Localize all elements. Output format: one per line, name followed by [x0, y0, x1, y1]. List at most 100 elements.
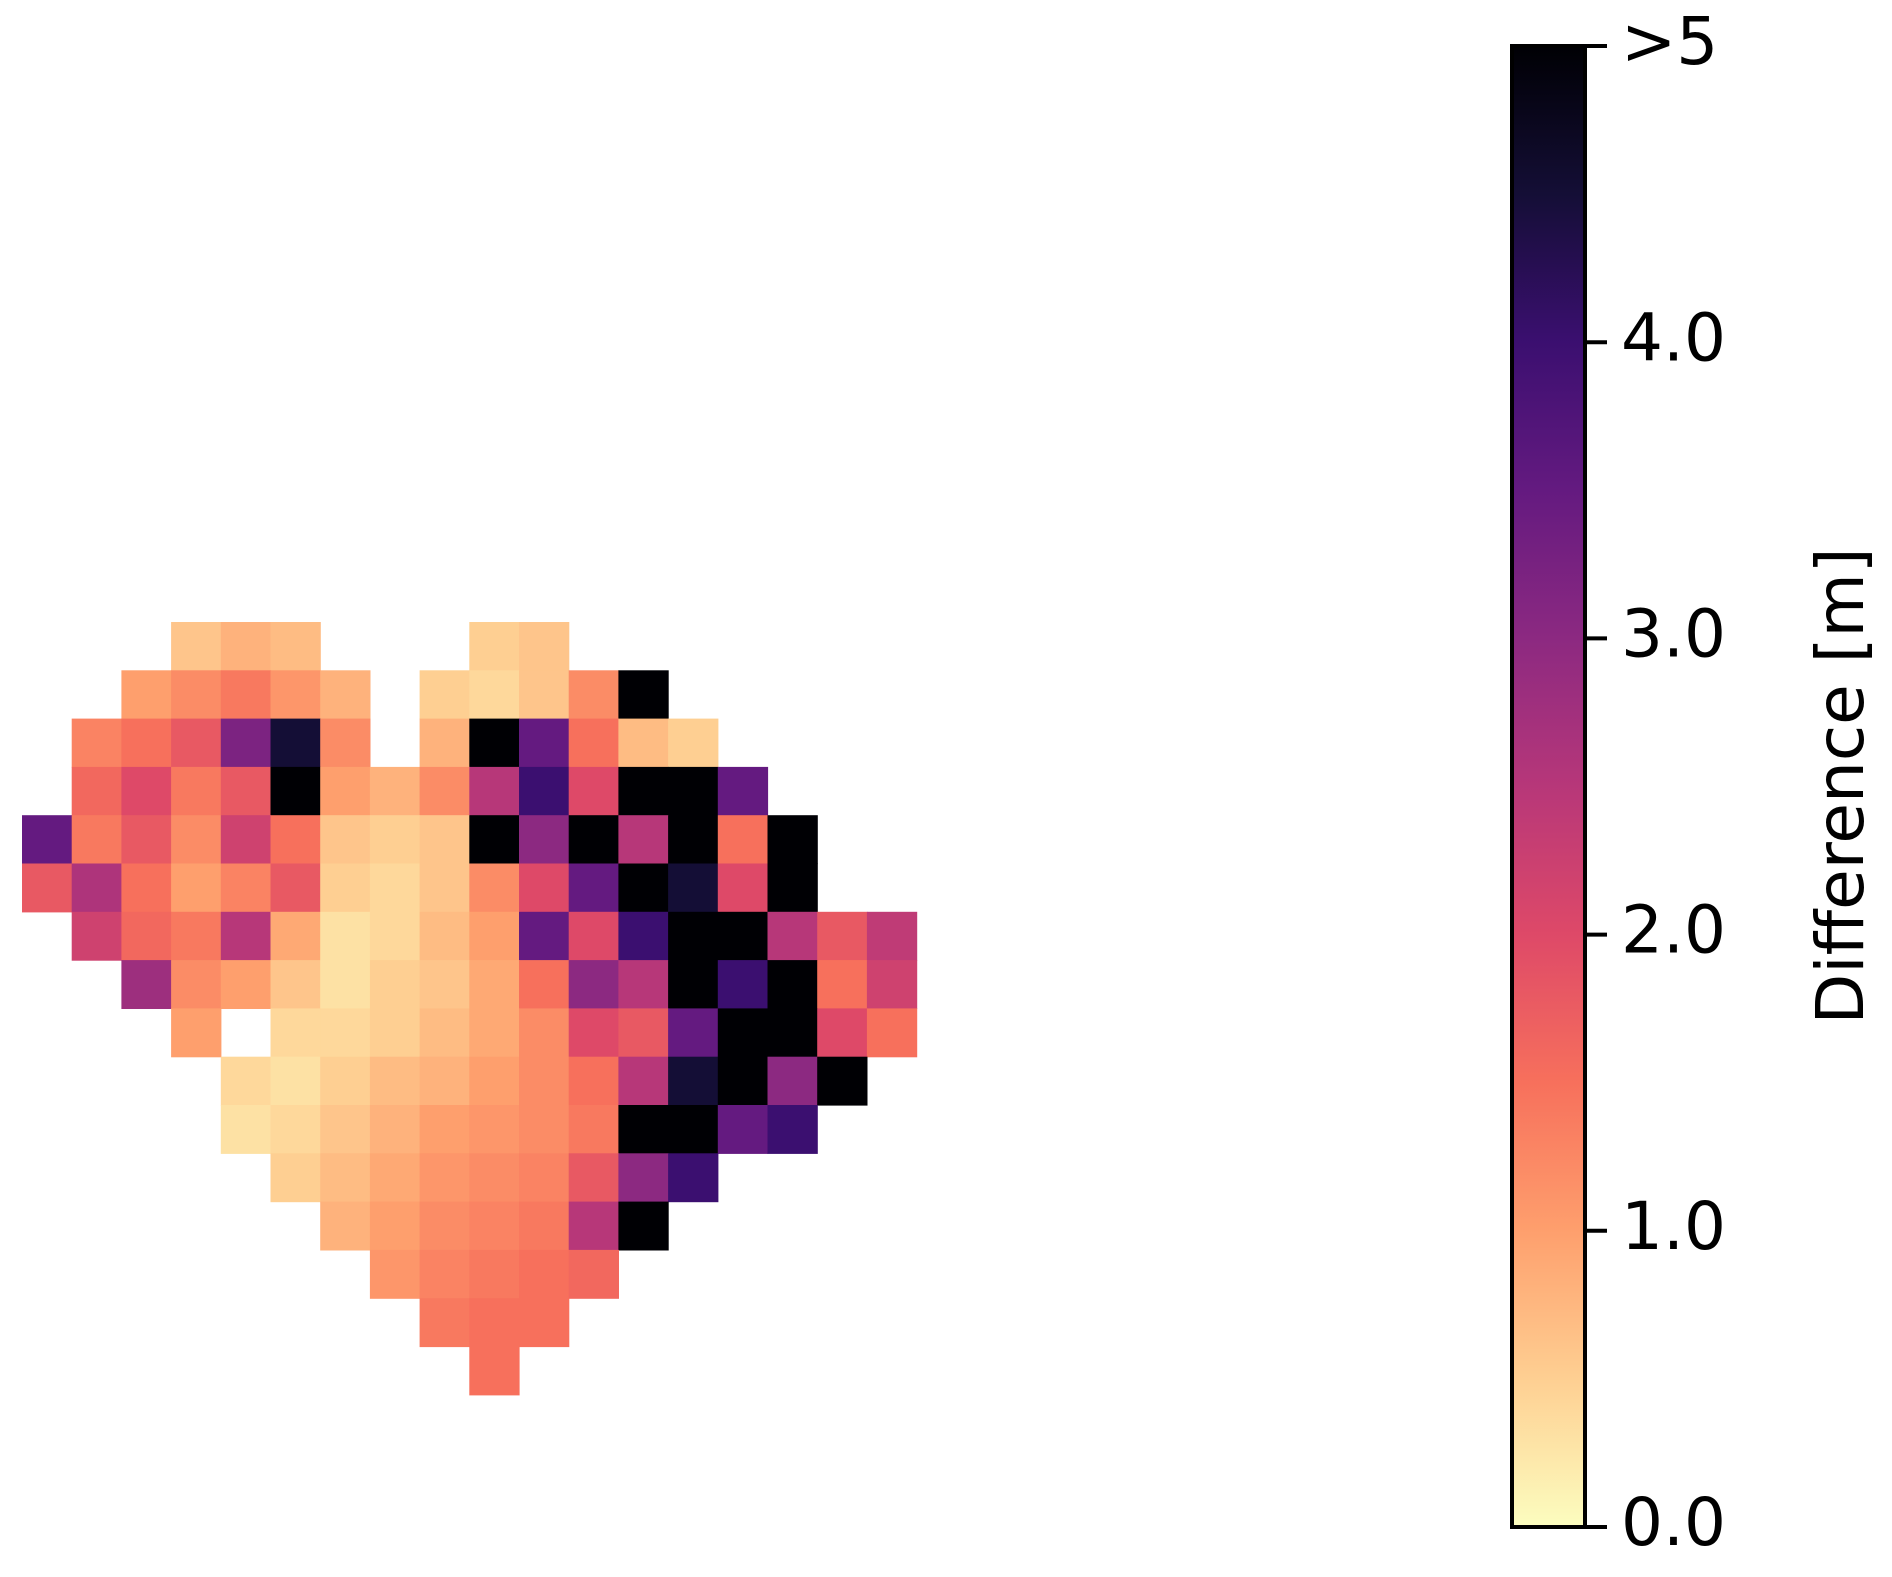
- heatmap-cell: [717, 1105, 769, 1154]
- heatmap-cell: [220, 622, 272, 671]
- heatmap-cell: [469, 1056, 520, 1106]
- heatmap-cell: [320, 766, 371, 816]
- heatmap-cell: [419, 1201, 470, 1251]
- heatmap-cell: [419, 1105, 470, 1154]
- heatmap-cell: [419, 1298, 470, 1348]
- heatmap-cell: [668, 766, 719, 816]
- heatmap-cell: [270, 1105, 321, 1154]
- heatmap-cell: [519, 1056, 570, 1106]
- heatmap-cell: [568, 670, 619, 720]
- heatmap-cell: [469, 670, 520, 720]
- heatmap-cell: [419, 815, 470, 865]
- heatmap-cell: [717, 960, 769, 1009]
- heatmap-cell: [419, 1008, 470, 1058]
- colorbar: [1510, 44, 1587, 1529]
- heatmap-cell: [270, 1153, 321, 1203]
- heatmap-cell: [369, 863, 421, 913]
- heatmap-cell: [419, 911, 470, 961]
- heatmap-cell: [71, 766, 122, 816]
- colorbar-tick-label: 0.0: [1621, 1484, 1726, 1561]
- heatmap-cell: [419, 670, 470, 720]
- heatmap-cell: [618, 718, 669, 768]
- heatmap-cell: [171, 815, 222, 865]
- heatmap-cell: [668, 863, 719, 913]
- heatmap-cell: [220, 863, 272, 913]
- heatmap-cell: [767, 1105, 818, 1154]
- heatmap-cell: [121, 911, 172, 961]
- heatmap-cell: [618, 911, 669, 961]
- heatmap-cell: [171, 1008, 222, 1058]
- heatmap-cell: [519, 766, 570, 816]
- heatmap-cell: [270, 718, 321, 768]
- heatmap-cell: [270, 815, 321, 865]
- colorbar-tick-label: 2.0: [1621, 892, 1726, 969]
- heatmap-cell: [568, 766, 619, 816]
- heatmap-cell: [369, 1008, 421, 1058]
- heatmap-cell: [469, 960, 520, 1009]
- heatmap-cell: [469, 911, 520, 961]
- heatmap-cell: [71, 718, 122, 768]
- heatmap-cell: [568, 863, 619, 913]
- heatmap-cell: [618, 1201, 669, 1251]
- heatmap-cell: [519, 911, 570, 961]
- heatmap-cell: [171, 863, 222, 913]
- heatmap-cell: [717, 1008, 769, 1058]
- heatmap-cell: [320, 960, 371, 1009]
- heatmap-cell: [568, 1105, 619, 1154]
- heatmap-cell: [270, 911, 321, 961]
- colorbar-tick-label: 3.0: [1621, 595, 1726, 672]
- heatmap-cell: [220, 766, 272, 816]
- heatmap-cell: [618, 1056, 669, 1106]
- heatmap-cell: [171, 911, 222, 961]
- heatmap-cell: [220, 670, 272, 720]
- heatmap-cell: [668, 960, 719, 1009]
- colorbar-tick-label: >5: [1621, 3, 1718, 80]
- heatmap-cell: [270, 863, 321, 913]
- heatmap-cell: [618, 1105, 669, 1154]
- heatmap-cell: [866, 911, 918, 961]
- heatmap-cell: [270, 1008, 321, 1058]
- heatmap-cell: [519, 1298, 570, 1348]
- heatmap-cell: [270, 1056, 321, 1106]
- heatmap-cell: [469, 1105, 520, 1154]
- heatmap-cell: [469, 1346, 520, 1396]
- heatmap-cell: [419, 1056, 470, 1106]
- heatmap-cell: [618, 863, 669, 913]
- heatmap-cell: [668, 1153, 719, 1203]
- heatmap-cell: [668, 1008, 719, 1058]
- heatmap-cell: [320, 1056, 371, 1106]
- heatmap-cell: [320, 863, 371, 913]
- heatmap-cell: [71, 911, 122, 961]
- heatmap-cell: [618, 1153, 669, 1203]
- heatmap-cell: [519, 1249, 570, 1299]
- heatmap: [22, 622, 918, 1396]
- heatmap-cell: [220, 1056, 272, 1106]
- heatmap-cell: [419, 718, 470, 768]
- heatmap-cell: [121, 863, 172, 913]
- heatmap-cell: [171, 766, 222, 816]
- heatmap-cell: [668, 1056, 719, 1106]
- heatmap-cell: [171, 718, 222, 768]
- heatmap-cell: [618, 1008, 669, 1058]
- heatmap-cell: [767, 911, 818, 961]
- heatmap-cell: [817, 911, 868, 961]
- heatmap-cell: [121, 960, 172, 1009]
- heatmap-cell: [320, 1105, 371, 1154]
- heatmap-cell: [369, 960, 421, 1009]
- heatmap-cell: [519, 863, 570, 913]
- heatmap-cell: [121, 670, 172, 720]
- heatmap-cell: [618, 960, 669, 1009]
- heatmap-cell: [121, 718, 172, 768]
- heatmap-cell: [817, 1056, 868, 1106]
- heatmap-cell: [469, 1008, 520, 1058]
- heatmap-cell: [817, 960, 868, 1009]
- heatmap-cell: [817, 1008, 868, 1058]
- heatmap-cell: [717, 1056, 769, 1106]
- heatmap-cell: [220, 718, 272, 768]
- heatmap-cell: [568, 1008, 619, 1058]
- heatmap-cell: [568, 718, 619, 768]
- heatmap-cell: [767, 1056, 818, 1106]
- heatmap-cell: [469, 1298, 520, 1348]
- heatmap-cell: [568, 1056, 619, 1106]
